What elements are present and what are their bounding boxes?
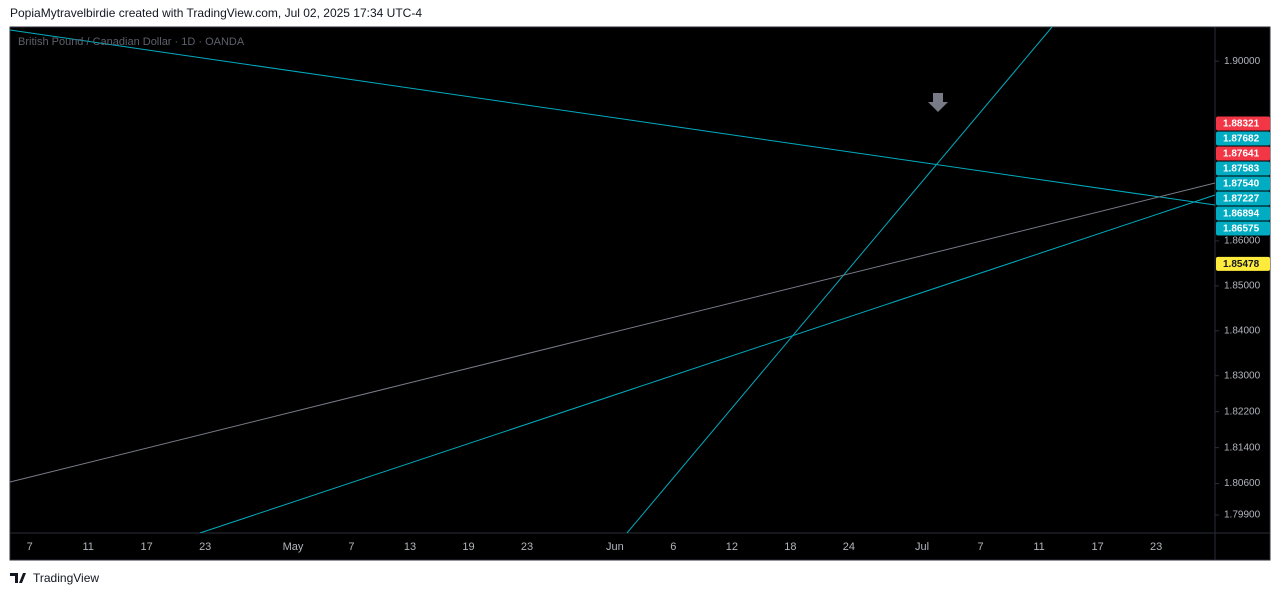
x-tick-label: 18 — [784, 541, 796, 553]
plot-area — [10, 27, 1215, 533]
price-label: 1.87583 — [1223, 164, 1260, 175]
x-tick-label: 11 — [82, 541, 93, 553]
price-label-box — [1216, 176, 1270, 191]
price-label: 1.87682 — [1223, 134, 1260, 145]
x-tick-label: 6 — [670, 541, 676, 553]
chart-panel — [9, 26, 1271, 561]
y-tick-label: 1.90000 — [1224, 56, 1261, 67]
logo-mark — [10, 573, 26, 583]
chart-title: British Pound / Canadian Dollar · 1D · O… — [18, 36, 245, 48]
footer-text: TradingView — [33, 571, 99, 585]
x-tick-label: 7 — [348, 541, 354, 553]
trend-line — [626, 27, 1053, 533]
logo — [10, 573, 26, 583]
price-label-box — [1216, 146, 1270, 161]
header-text: PopiaMytravelbirdie created with Trading… — [10, 6, 422, 20]
price-label: 1.87227 — [1223, 194, 1260, 205]
x-tick-label: 17 — [1091, 541, 1103, 553]
price-label: 1.88321 — [1223, 119, 1260, 130]
x-tick-label: 19 — [462, 541, 474, 553]
x-tick-label: 11 — [1033, 541, 1044, 553]
x-tick-label: 23 — [521, 541, 533, 553]
trend-line — [10, 182, 1215, 483]
y-tick-label: 1.86000 — [1224, 236, 1261, 247]
y-tick-label: 1.83000 — [1224, 370, 1261, 381]
x-tick-label: 23 — [1150, 541, 1162, 553]
x-tick-label: Jul — [915, 541, 929, 553]
price-label-box — [1216, 206, 1270, 221]
price-label: 1.86575 — [1223, 224, 1260, 235]
price-label: 1.87641 — [1223, 149, 1260, 160]
price-label-box — [1216, 116, 1270, 131]
trend-line — [199, 194, 1215, 533]
price-label-box — [1216, 256, 1270, 271]
x-tick-label: 17 — [141, 541, 153, 553]
price-label: 1.86894 — [1223, 209, 1260, 220]
x-tick-label: 7 — [978, 541, 984, 553]
x-tick-label: 24 — [843, 541, 855, 553]
x-tick-label: 12 — [726, 541, 738, 553]
y-tick-label: 1.84000 — [1224, 325, 1261, 336]
price-label-box — [1216, 191, 1270, 206]
y-tick-label: 1.81400 — [1224, 442, 1261, 453]
price-label-box — [1216, 131, 1270, 146]
price-label: 1.85478 — [1223, 259, 1260, 270]
x-tick-label: 13 — [404, 541, 416, 553]
y-tick-label: 1.80600 — [1224, 478, 1261, 489]
y-tick-label: 1.79900 — [1224, 510, 1261, 521]
trend-line — [10, 29, 1215, 206]
arrow-annotation — [928, 93, 948, 112]
price-label: 1.87540 — [1223, 179, 1260, 190]
price-label-box — [1216, 161, 1270, 176]
x-tick-label: May — [283, 541, 304, 553]
y-tick-label: 1.82200 — [1224, 406, 1261, 417]
x-tick-label: 23 — [199, 541, 211, 553]
y-tick-label: 1.85000 — [1224, 280, 1261, 291]
price-label-box — [1216, 221, 1270, 236]
x-tick-label: 7 — [27, 541, 33, 553]
x-tick-label: Jun — [606, 541, 624, 553]
